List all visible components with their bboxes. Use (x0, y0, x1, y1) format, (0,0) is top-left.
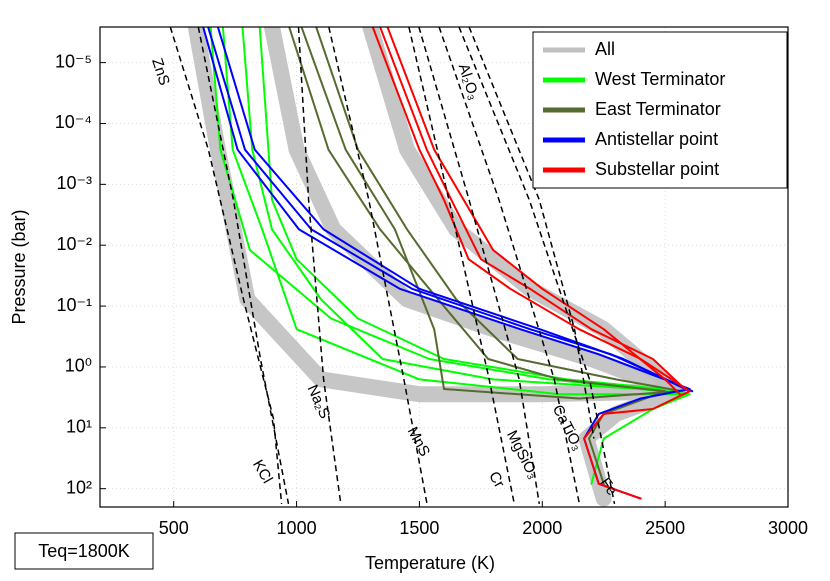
condensation-label: MgSiO₃ (503, 428, 542, 482)
condensation-curve (438, 27, 581, 505)
profile-line (187, 27, 686, 507)
x-tick-label: 3000 (768, 518, 808, 538)
profile-line (209, 27, 691, 485)
x-tick-label: 1500 (399, 518, 439, 538)
profile-line (379, 27, 686, 390)
y-tick-label: 10⁻⁵ (55, 51, 92, 71)
condensation-curve (418, 27, 541, 505)
profile-line (300, 27, 679, 400)
condensation-label: Fe (596, 475, 620, 499)
condensation-curve (458, 27, 616, 505)
condensation-curve (408, 27, 516, 505)
legend-label: West Terminator (595, 69, 725, 89)
legend-label: Substellar point (595, 159, 719, 179)
x-tick-label: 2500 (645, 518, 685, 538)
legend-label: Antistellar point (595, 129, 718, 149)
profile-line (288, 27, 667, 485)
profile-line (264, 27, 686, 400)
profile-line (315, 27, 684, 393)
y-tick-label: 10⁻⁴ (55, 112, 92, 132)
condensation-curve (169, 27, 283, 504)
y-axis-label: Pressure (bar) (9, 209, 29, 324)
annotation-box (14, 532, 154, 570)
legend-label: All (595, 39, 615, 59)
condensation-label: Al₂O₃ (455, 62, 483, 102)
y-tick-label: 10⁻¹ (56, 295, 92, 315)
condensation-label: Cr (485, 469, 508, 491)
y-tick-label: 10⁻² (56, 234, 92, 254)
condensation-label: KCl (249, 457, 276, 486)
condensation-curve (468, 27, 595, 439)
x-tick-label: 500 (159, 518, 189, 538)
legend-label: East Terminator (595, 99, 721, 119)
y-tick-label: 10⁰ (65, 356, 92, 376)
condensation-curve (328, 27, 428, 505)
condensation-curve (297, 27, 342, 505)
condensation-label: ZnS (148, 56, 173, 87)
axes: 500 1000 1500 2000 2500 3000 10⁻⁵ 10⁻⁴ 10⁻³ 10⁻² 1… (55, 51, 808, 537)
plot-frame (99, 26, 789, 508)
y-tick-label: 10⁻³ (56, 173, 92, 193)
x-tick-label: 1000 (277, 518, 317, 538)
y-tick-label: 10¹ (66, 417, 92, 437)
x-tick-label: 2000 (522, 518, 562, 538)
legend: All West Terminator East Terminator Antiste… (532, 31, 788, 189)
profile-line (221, 27, 686, 396)
plot-data (169, 27, 694, 507)
x-axis-label: Temperature (K) (365, 553, 495, 573)
annotation: Teq=1800K (38, 541, 130, 561)
profile-line (216, 27, 691, 393)
condensation-curve (197, 27, 290, 505)
y-tick-label: 10² (66, 477, 92, 497)
condensation-label: MnS (404, 424, 433, 459)
